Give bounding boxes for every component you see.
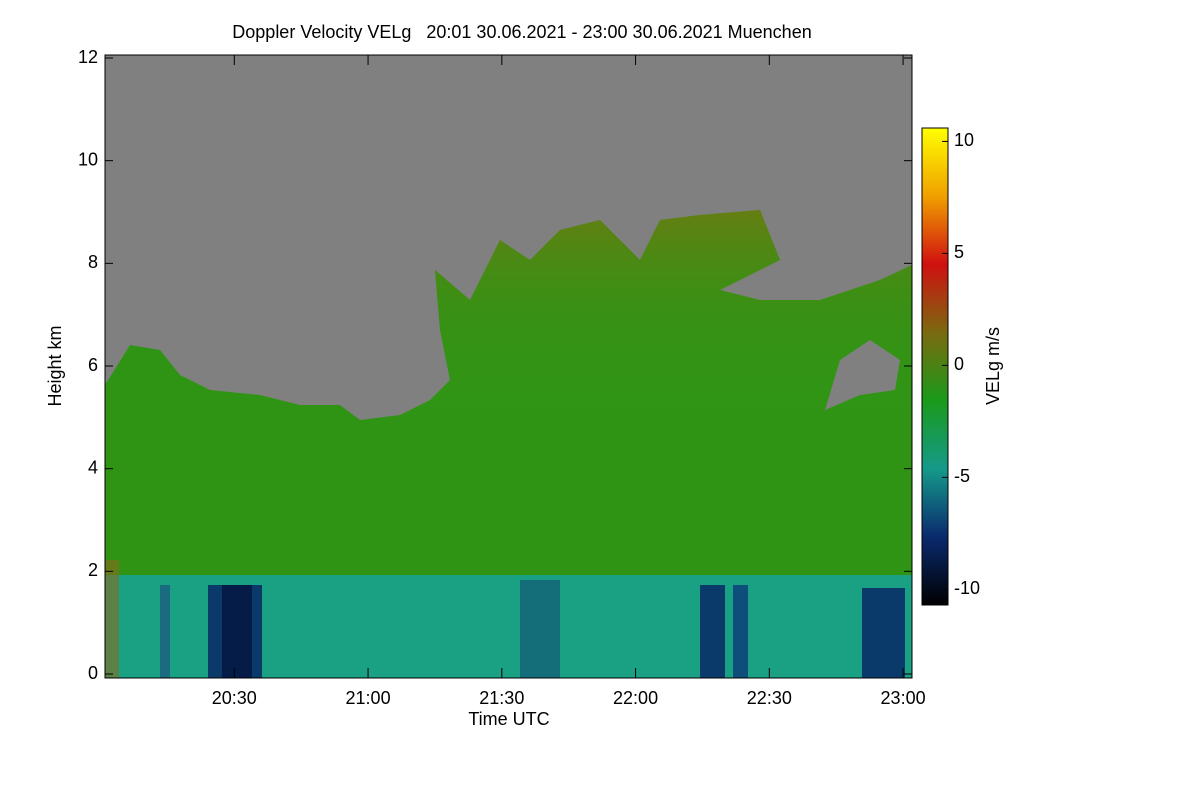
colorbar-tick-label: 10 <box>954 130 974 150</box>
chart-title: Doppler Velocity VELg 20:01 30.06.2021 -… <box>232 22 811 42</box>
y-tick-label: 2 <box>88 560 98 580</box>
colorbar-tick-label: -5 <box>954 466 970 486</box>
x-axis-label: Time UTC <box>468 709 549 729</box>
colorbar-label: VELg m/s <box>983 327 1003 405</box>
y-tick-label: 6 <box>88 355 98 375</box>
colorbar <box>921 127 949 606</box>
x-tick-label: 21:00 <box>346 688 391 708</box>
x-tick-label: 23:00 <box>881 688 926 708</box>
y-tick-label: 12 <box>78 47 98 67</box>
y-axis-label: Height km <box>45 325 65 406</box>
y-tick-label: 0 <box>88 663 98 683</box>
x-tick-label: 21:30 <box>479 688 524 708</box>
x-tick-label: 22:00 <box>613 688 658 708</box>
x-tick-label: 20:30 <box>212 688 257 708</box>
x-tick-label: 22:30 <box>747 688 792 708</box>
y-tick-label: 10 <box>78 149 98 169</box>
heatmap-image <box>105 55 912 678</box>
y-tick-label: 8 <box>88 252 98 272</box>
y-tick-label: 4 <box>88 457 98 477</box>
colorbar-tick-label: 0 <box>954 354 964 374</box>
colorbar-tick-label: -10 <box>954 578 980 598</box>
colorbar-tick-label: 5 <box>954 242 964 262</box>
